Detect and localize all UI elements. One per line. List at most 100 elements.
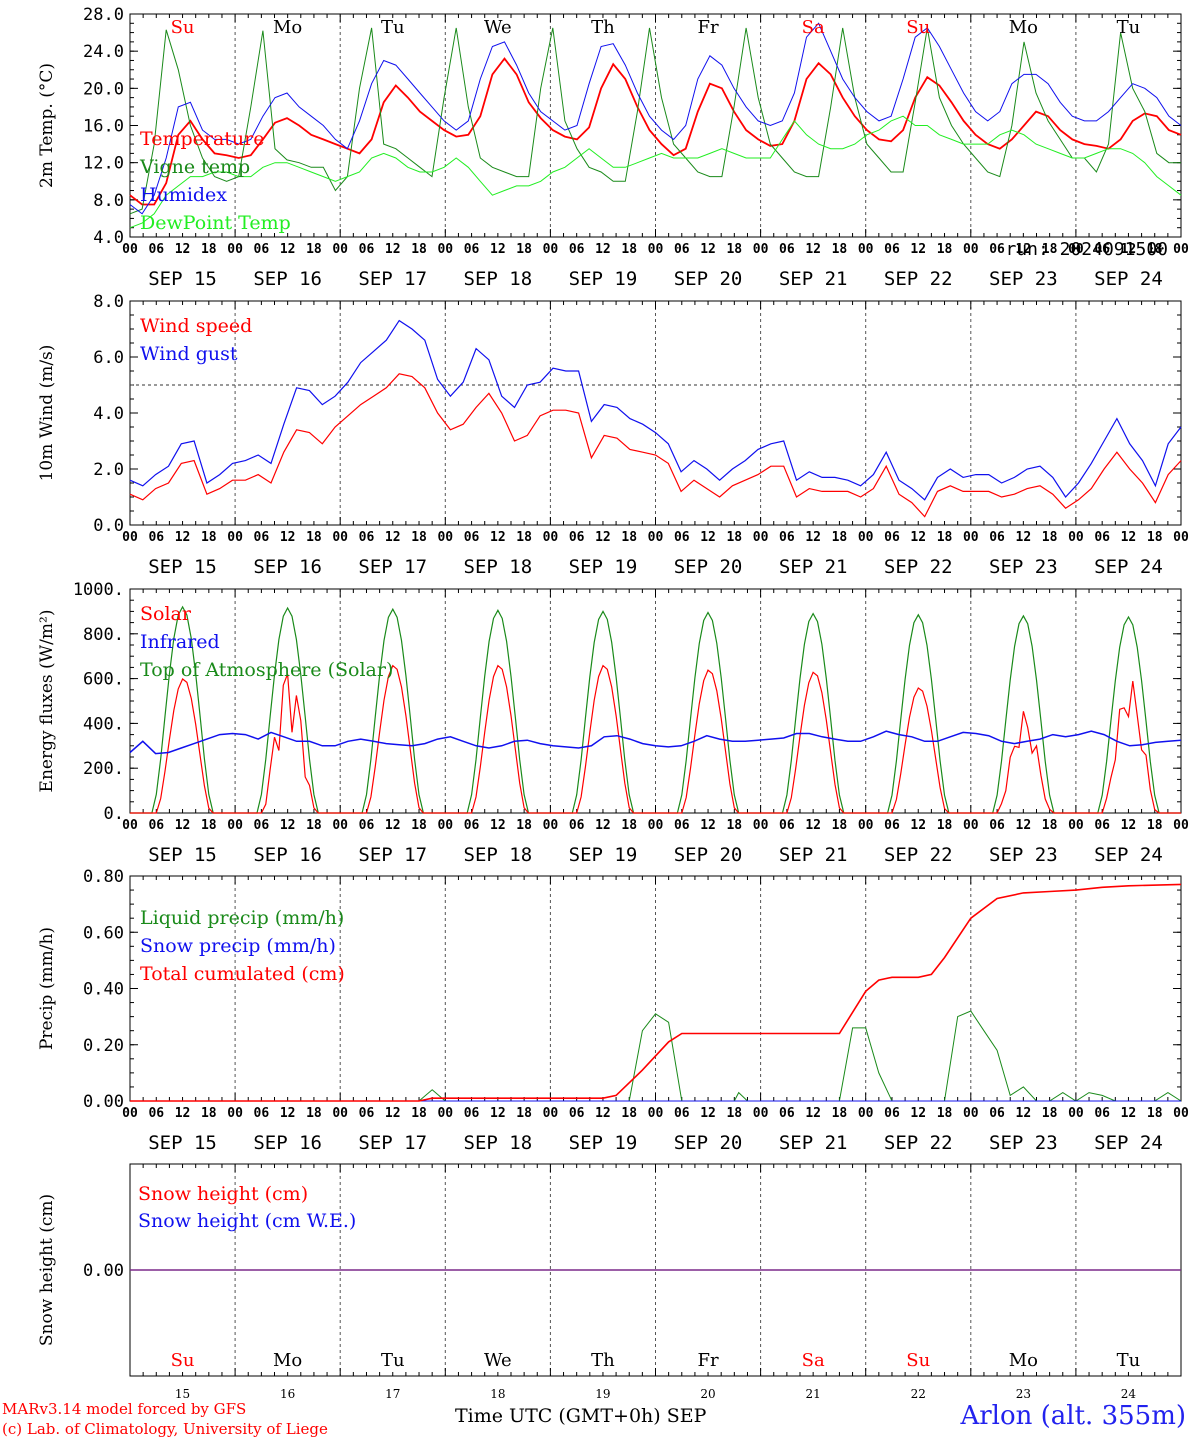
day-number-label: 24	[1121, 1387, 1137, 1401]
y-tick-label: 0.00	[83, 1092, 124, 1112]
hour-tick-label: 18	[832, 818, 848, 833]
hour-tick-label: 18	[411, 242, 427, 257]
hour-tick-label: 06	[254, 242, 270, 257]
weekday-label: Tu	[1117, 17, 1141, 38]
hour-tick-label: 12	[280, 1106, 296, 1121]
legend-entry: Vigne temp	[139, 156, 250, 178]
date-label: SEP 15	[148, 1132, 217, 1154]
hour-tick-label: 18	[1147, 818, 1163, 833]
date-label: SEP 17	[358, 556, 427, 578]
weekday-label: Fr	[698, 1350, 719, 1371]
legend-entry: Liquid precip (mm/h)	[140, 907, 344, 929]
legend-entry: Snow height (cm W.E.)	[138, 1210, 356, 1232]
date-label: SEP 16	[253, 844, 322, 866]
date-label: SEP 21	[779, 556, 848, 578]
hour-tick-label: 18	[1042, 530, 1058, 545]
hour-tick-label: 12	[1121, 530, 1137, 545]
series-wind-gust	[129, 319, 1182, 501]
hour-tick-label: 18	[411, 530, 427, 545]
date-label: SEP 23	[989, 844, 1058, 866]
hour-tick-label: 12	[805, 242, 821, 257]
hour-tick-label: 00	[332, 818, 348, 833]
hour-tick-label: 06	[464, 530, 480, 545]
series-humidex	[129, 22, 1182, 215]
date-label: SEP 24	[1094, 268, 1163, 290]
hour-tick-label: 06	[569, 818, 585, 833]
hour-tick-label: 06	[674, 530, 690, 545]
hour-tick-label: 06	[148, 242, 164, 257]
day-number-label: 16	[280, 1387, 295, 1401]
hour-tick-label: 06	[779, 818, 795, 833]
hour-tick-label: 06	[359, 1106, 375, 1121]
hour-tick-label: 18	[726, 1106, 742, 1121]
hour-tick-label: 18	[621, 530, 637, 545]
hour-tick-label: 12	[700, 818, 716, 833]
hour-tick-label: 18	[726, 242, 742, 257]
hour-tick-label: 00	[227, 242, 243, 257]
hour-tick-label: 00	[437, 242, 453, 257]
hour-tick-label: 00	[1173, 242, 1189, 257]
y-tick-label: 600.	[83, 670, 124, 690]
series-temperature	[129, 57, 1182, 206]
y-tick-label: 24.0	[83, 42, 124, 62]
hour-tick-label: 12	[595, 242, 611, 257]
legend-entry: Snow height (cm)	[138, 1183, 308, 1205]
hour-tick-label: 00	[332, 530, 348, 545]
day-number-label: 21	[806, 1387, 821, 1401]
date-label: SEP 16	[253, 556, 322, 578]
hour-tick-label: 18	[201, 1106, 217, 1121]
hour-tick-label: 12	[1121, 242, 1137, 257]
date-label: SEP 23	[989, 556, 1058, 578]
hour-tick-label: 18	[621, 1106, 637, 1121]
legend-entry: Total cumulated (cm)	[140, 963, 345, 985]
y-tick-label: 6.0	[93, 348, 124, 368]
hour-tick-label: 00	[963, 242, 979, 257]
hour-tick-label: 18	[306, 818, 322, 833]
hour-tick-label: 06	[884, 242, 900, 257]
panel-frame	[129, 588, 1182, 814]
hour-tick-label: 00	[648, 818, 664, 833]
hour-tick-label: 06	[148, 530, 164, 545]
hour-tick-label: 00	[122, 242, 138, 257]
hour-tick-label: 12	[385, 818, 401, 833]
hour-tick-label: 18	[1147, 242, 1163, 257]
hour-tick-label: 18	[306, 1106, 322, 1121]
hour-tick-label: 06	[989, 530, 1005, 545]
hour-tick-label: 12	[700, 1106, 716, 1121]
hour-tick-label: 12	[910, 242, 926, 257]
model-credit: MARv3.14 model forced by GFS	[2, 1400, 247, 1418]
hour-tick-label: 00	[543, 1106, 559, 1121]
y-tick-label: 12.0	[83, 154, 124, 174]
time-axis-label: Time UTC (GMT+0h) SEP	[455, 1405, 707, 1427]
y-tick-label: 0.60	[83, 923, 124, 943]
y-tick-label: 0.80	[83, 867, 124, 887]
date-label: SEP 17	[358, 1132, 427, 1154]
weekday-label: Tu	[381, 17, 405, 38]
hour-tick-label: 00	[437, 530, 453, 545]
panel-4: 0.00 0.20 0.40 0.60 0.80 Precip (mm/h) Liquid …	[37, 867, 1189, 1154]
hour-tick-label: 06	[989, 1106, 1005, 1121]
weekday-label: Mo	[273, 17, 302, 38]
hour-tick-label: 00	[1068, 1106, 1084, 1121]
weekday-label: Mo	[1009, 1350, 1038, 1371]
hour-tick-label: 00	[1068, 818, 1084, 833]
hour-tick-label: 12	[700, 530, 716, 545]
panel-2: 0.0 2.0 4.0 6.0 8.0 10m Wind (m/s) Wind speed W…	[37, 292, 1189, 578]
hour-tick-label: 06	[569, 242, 585, 257]
hour-tick-label: 12	[1016, 242, 1032, 257]
hour-tick-label: 12	[280, 530, 296, 545]
hour-tick-label: 12	[1016, 818, 1032, 833]
date-label: SEP 15	[148, 556, 217, 578]
weekday-label: Mo	[273, 1350, 302, 1371]
hour-tick-label: 06	[569, 530, 585, 545]
y-axis-label: Precip (mm/h)	[37, 927, 57, 1050]
hour-tick-label: 18	[621, 818, 637, 833]
day-number-label: 18	[490, 1387, 505, 1401]
hour-tick-label: 12	[385, 530, 401, 545]
hour-tick-label: 12	[700, 242, 716, 257]
hour-tick-label: 06	[1094, 818, 1110, 833]
hour-tick-label: 06	[779, 530, 795, 545]
hour-tick-label: 12	[175, 242, 191, 257]
hour-tick-label: 18	[201, 530, 217, 545]
y-tick-label: 20.0	[83, 79, 124, 99]
